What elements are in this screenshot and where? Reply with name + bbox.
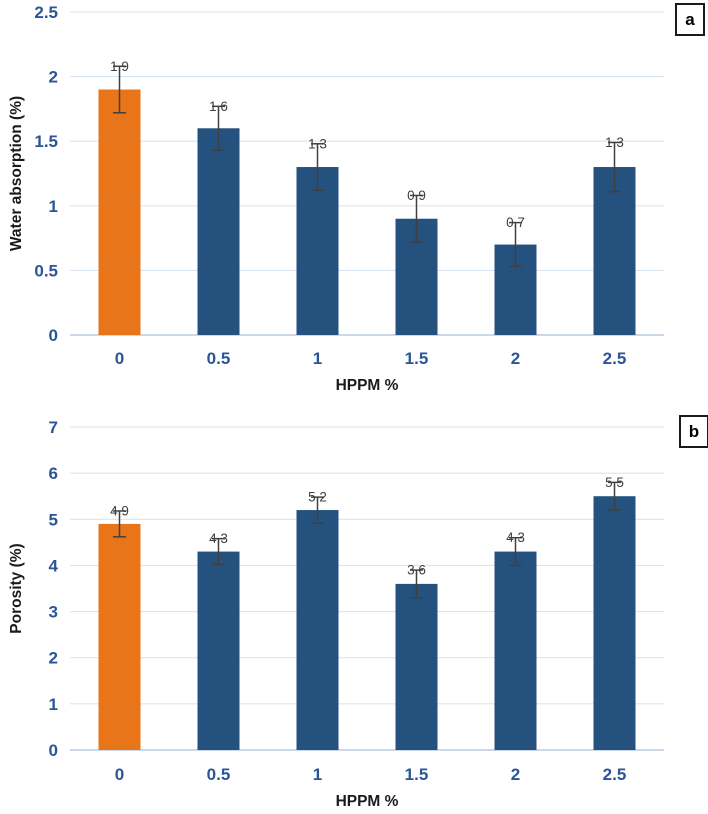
data-label: 0.7	[506, 215, 525, 230]
y-tick-label: 2.5	[34, 3, 58, 22]
data-label: 5.5	[605, 475, 624, 490]
bar-hppm-0	[98, 523, 141, 750]
y-tick-label: 1	[49, 197, 58, 216]
data-label: 4.3	[506, 530, 525, 545]
bar-hppm-0.5	[197, 128, 240, 335]
y-tick-label: 3	[49, 603, 58, 622]
y-tick-label: 2	[49, 68, 58, 87]
chart-panel-a: 0 0.5 1 1.5 2 2.5 1.9 0 1.6 0.5 1.3 1 0.9 1.5 0.7 2 1.3 2…	[8, 3, 664, 394]
x-tick-label: 0.5	[207, 765, 231, 784]
y-tick-label: 6	[49, 464, 58, 483]
bar-hppm-0.5	[197, 551, 240, 750]
x-tick-label: 2	[511, 349, 520, 368]
y-tick-label: 0.5	[34, 261, 58, 280]
chart-panel-b: 0 1 2 3 4 5 6 7 4.9 0 4.3 0.5 5.2 1 3.6 1.5 4.3 2 5.5 2.5 HP…	[8, 418, 664, 810]
panel-label-a: a	[675, 3, 705, 36]
x-tick-label: 2.5	[603, 349, 627, 368]
bar-hppm-1	[296, 167, 339, 335]
data-label: 1.3	[605, 135, 624, 150]
bar-hppm-1	[296, 510, 339, 750]
y-tick-label: 1.5	[34, 132, 58, 151]
x-tick-label: 1.5	[405, 349, 429, 368]
y-axis-title: Porosity (%)	[8, 543, 25, 633]
x-tick-label: 1.5	[405, 765, 429, 784]
y-tick-label: 0	[49, 326, 58, 345]
x-axis-title: HPPM %	[336, 793, 399, 810]
y-tick-label: 5	[49, 510, 58, 529]
data-label: 5.2	[308, 490, 327, 505]
bar-hppm-2.5	[593, 167, 636, 335]
y-tick-label: 0	[49, 741, 58, 760]
data-label: 1.3	[308, 136, 327, 151]
y-tick-label: 2	[49, 649, 58, 668]
y-axis-title: Water absorption (%)	[8, 96, 25, 251]
data-label: 1.9	[110, 59, 129, 74]
data-label: 3.6	[407, 563, 426, 578]
x-tick-label: 2.5	[603, 765, 627, 784]
x-tick-label: 1	[313, 349, 322, 368]
data-label: 4.3	[209, 531, 228, 546]
y-tick-label: 1	[49, 695, 58, 714]
bar-hppm-0	[98, 89, 141, 336]
x-tick-label: 0.5	[207, 349, 231, 368]
y-tick-label: 4	[49, 556, 59, 575]
x-tick-label: 0	[115, 349, 124, 368]
data-label: 4.9	[110, 503, 129, 518]
panel-label-b: b	[679, 415, 708, 448]
x-tick-label: 1	[313, 765, 322, 784]
y-tick-label: 7	[49, 418, 58, 437]
bar-hppm-2	[494, 551, 537, 750]
x-tick-label: 0	[115, 765, 124, 784]
bar-hppm-2.5	[593, 496, 636, 750]
x-tick-label: 2	[511, 765, 520, 784]
x-axis-title: HPPM %	[336, 377, 399, 394]
data-label: 0.9	[407, 188, 426, 203]
data-label: 1.6	[209, 99, 228, 114]
bar-hppm-1.5	[395, 583, 438, 750]
